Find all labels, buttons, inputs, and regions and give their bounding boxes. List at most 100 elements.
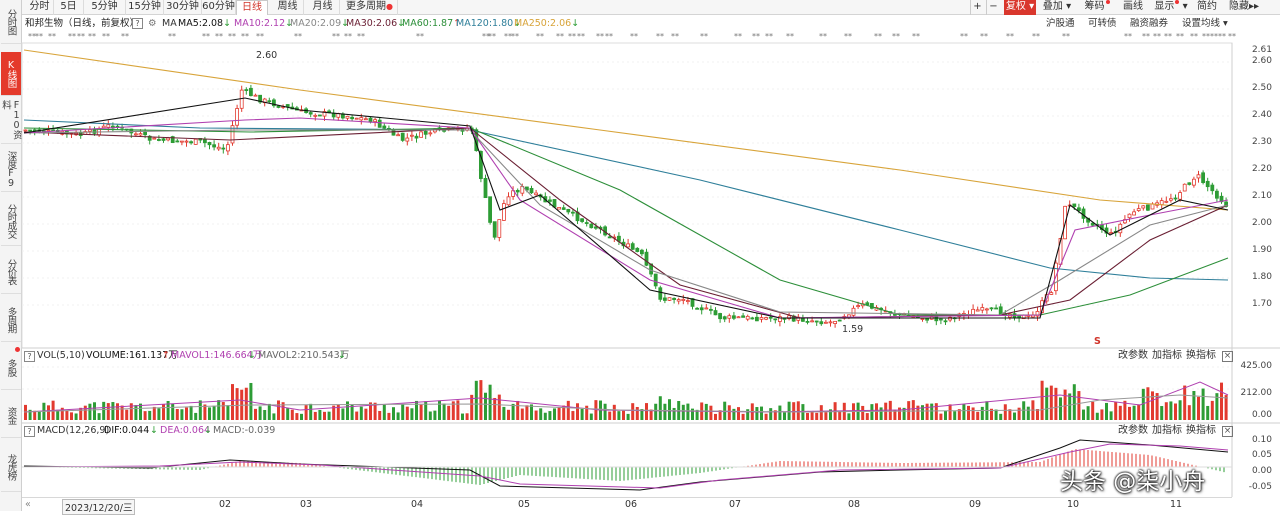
vol-close-icon[interactable]: × (1222, 351, 1233, 362)
zoom-out-button[interactable]: − (986, 0, 1000, 15)
event-mark[interactable]: ** (202, 32, 210, 41)
event-mark[interactable]: ** (577, 32, 585, 41)
event-mark[interactable]: ** (28, 32, 36, 41)
tab-monthly[interactable]: 月线 (306, 0, 340, 15)
scroll-left-icon[interactable]: « (25, 499, 31, 510)
event-mark[interactable]: ** (357, 32, 365, 41)
event-mark[interactable]: ** (980, 32, 988, 41)
sidebar-item-3[interactable]: 深度F9 (1, 148, 21, 192)
event-mark[interactable]: ** (168, 32, 176, 41)
macd-change-params-button[interactable]: 改参数 (1118, 425, 1148, 436)
event-mark[interactable]: ** (488, 32, 496, 41)
zoom-in-button[interactable]: + (970, 0, 984, 15)
event-mark[interactable]: ** (1032, 32, 1040, 41)
event-mark[interactable]: ** (504, 32, 512, 41)
event-mark[interactable]: ** (241, 32, 249, 41)
macd-add-indicator-button[interactable]: 加指标 (1152, 425, 1182, 436)
vol-switch-indicator-button[interactable]: 换指标 (1186, 350, 1216, 361)
tab-30min[interactable]: 30分钟 (164, 0, 202, 15)
diejia-button[interactable]: 叠加 ▾ (1040, 0, 1074, 15)
event-mark[interactable]: ** (734, 32, 742, 41)
event-mark[interactable]: ** (1210, 32, 1218, 41)
help-icon[interactable]: ? (132, 18, 143, 29)
event-mark[interactable]: ** (1218, 32, 1226, 41)
vol-add-indicator-button[interactable]: 加指标 (1152, 350, 1182, 361)
event-mark[interactable]: ** (1006, 32, 1014, 41)
event-mark[interactable]: ** (656, 32, 664, 41)
sidebar-item-7[interactable]: 多股 (1, 346, 21, 390)
event-mark[interactable]: ** (844, 32, 852, 41)
tab-15min[interactable]: 15分钟 (126, 0, 164, 15)
event-mark[interactable]: ** (88, 32, 96, 41)
event-mark[interactable]: ** (48, 32, 56, 41)
tab-weekly[interactable]: 周线 (272, 0, 304, 15)
event-mark[interactable]: ** (256, 32, 264, 41)
sidebar-item-6[interactable]: 多周期 (1, 298, 21, 342)
event-mark[interactable]: ** (556, 32, 564, 41)
huaxian-button[interactable]: 画线 (1123, 1, 1143, 12)
event-mark[interactable]: ** (1190, 32, 1198, 41)
chouma-button[interactable]: 筹码 (1080, 0, 1114, 15)
sidebar-item-0[interactable]: 分时图 (1, 0, 21, 44)
event-mark[interactable]: ** (536, 32, 544, 41)
link-hugutong[interactable]: 沪股通 (1046, 18, 1075, 29)
macd-help-icon[interactable]: ? (24, 426, 35, 437)
event-mark[interactable]: ** (344, 32, 352, 41)
event-mark[interactable]: ** (605, 32, 613, 41)
jianyue-button[interactable]: 简约 (1197, 1, 1217, 12)
event-mark[interactable]: ** (892, 32, 900, 41)
event-mark[interactable]: ** (1176, 32, 1184, 41)
event-mark[interactable]: ** (1228, 32, 1236, 41)
event-mark[interactable]: ** (874, 32, 882, 41)
link-rongzi[interactable]: 融资融券 (1130, 18, 1169, 29)
xianshi-button[interactable]: 显示 ▾ (1152, 0, 1190, 15)
event-mark[interactable]: ** (68, 32, 76, 41)
vol-change-params-button[interactable]: 改参数 (1118, 350, 1148, 361)
tab-fenshi[interactable]: 分时 (26, 0, 54, 15)
event-mark[interactable]: ** (752, 32, 760, 41)
event-mark[interactable]: ** (35, 32, 43, 41)
event-mark[interactable]: ** (1124, 32, 1132, 41)
tab-60min[interactable]: 60分钟 (202, 0, 236, 15)
sidebar-item-8[interactable]: 资金 (1, 394, 21, 438)
event-mark[interactable]: ** (630, 32, 638, 41)
sidebar-item-9[interactable]: 龙虎榜 (1, 442, 21, 492)
event-mark[interactable]: ** (215, 32, 223, 41)
event-mark[interactable]: ** (568, 32, 576, 41)
event-mark[interactable]: ** (1164, 32, 1172, 41)
event-mark[interactable]: ** (1062, 32, 1070, 41)
sidebar-item-5[interactable]: 分价表 (1, 250, 21, 294)
macd-switch-indicator-button[interactable]: 换指标 (1186, 425, 1216, 436)
event-mark[interactable]: ** (1142, 32, 1150, 41)
event-mark[interactable]: ** (819, 32, 827, 41)
tab-5min[interactable]: 5分钟 (84, 0, 126, 15)
macd-close-icon[interactable]: × (1222, 426, 1233, 437)
fuquan-button[interactable]: 复权 ▾ (1004, 0, 1036, 15)
vol-help-icon[interactable]: ? (24, 351, 35, 362)
link-set-ma[interactable]: 设置均线 ▾ (1182, 16, 1228, 31)
tab-daily[interactable]: 日线 (236, 0, 268, 15)
event-mark[interactable]: ** (786, 32, 794, 41)
event-mark[interactable]: ** (700, 32, 708, 41)
event-mark[interactable]: ** (77, 32, 85, 41)
event-mark[interactable]: ** (765, 32, 773, 41)
sidebar-item-1[interactable]: K线图 (1, 52, 21, 96)
event-mark[interactable]: ** (121, 32, 129, 41)
event-mark[interactable]: ** (960, 32, 968, 41)
event-mark[interactable]: ** (294, 32, 302, 41)
event-mark[interactable]: ** (511, 32, 519, 41)
event-mark[interactable]: ** (1153, 32, 1161, 41)
tab-more-periods[interactable]: 更多周期● (342, 0, 398, 15)
sidebar-item-4[interactable]: 分时成交 (1, 196, 21, 246)
settings-gear-icon[interactable]: ⚙ (148, 18, 157, 29)
event-mark[interactable]: ** (596, 32, 604, 41)
event-mark[interactable]: ** (1202, 32, 1210, 41)
event-mark[interactable]: ** (671, 32, 679, 41)
event-mark[interactable]: ** (102, 32, 110, 41)
link-kezhuanzhai[interactable]: 可转债 (1088, 18, 1117, 29)
event-mark[interactable]: ** (482, 32, 490, 41)
tab-5day[interactable]: 5日 (54, 0, 84, 15)
yincang-button[interactable]: 隐藏▸▸ (1224, 0, 1264, 15)
event-mark[interactable]: ** (416, 32, 424, 41)
